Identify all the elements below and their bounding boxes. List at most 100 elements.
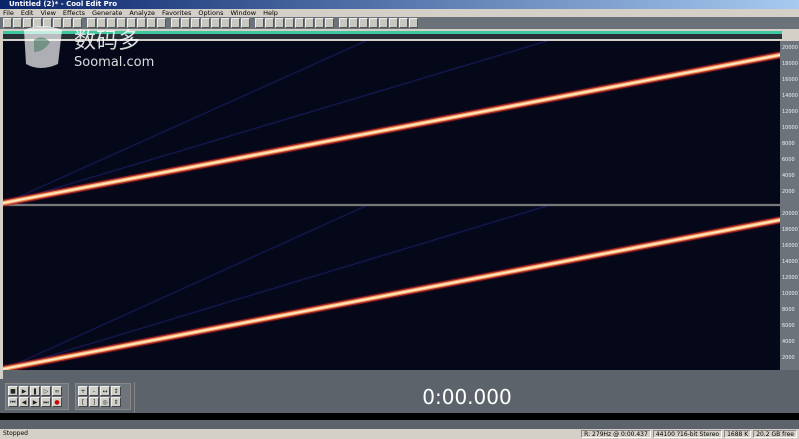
freq-tick: 14000 <box>782 93 798 99</box>
menu-options[interactable]: Options <box>198 9 224 17</box>
toolbar-button[interactable] <box>359 18 368 28</box>
toolbar-button[interactable] <box>285 18 294 28</box>
frequency-ruler: 20000 18000 16000 14000 12000 10000 8000 6000 40… <box>780 41 799 370</box>
forward-button[interactable]: ▶ <box>30 397 40 407</box>
menu-generate[interactable]: Generate <box>92 9 123 17</box>
toolbar-button[interactable] <box>241 18 250 28</box>
freq-tick: 16000 <box>782 77 798 83</box>
toolbar-button[interactable] <box>349 18 358 28</box>
toolbar-button[interactable] <box>231 18 240 28</box>
toolbar-button[interactable] <box>107 18 116 28</box>
freq-tick: 10000 <box>782 291 798 297</box>
status-free: 20.2 GB free <box>753 430 797 438</box>
go-start-button[interactable]: ⏮ <box>8 397 18 407</box>
toolbar-button[interactable] <box>137 18 146 28</box>
status-cursor: R: 279Hz @ 0:00.437 <box>581 430 651 438</box>
play-button[interactable]: ▶ <box>19 386 29 396</box>
toolbar-button[interactable] <box>305 18 314 28</box>
menu-edit[interactable]: Edit <box>20 9 34 17</box>
freq-tick: 2000 <box>782 355 795 361</box>
status-format: 44100 ?16-bit Stereo <box>652 430 723 438</box>
toolbar-button[interactable] <box>63 18 72 28</box>
toolbar-button[interactable] <box>399 18 408 28</box>
spectral-view[interactable] <box>3 41 780 370</box>
zoom-right-icon[interactable]: ] <box>89 397 99 407</box>
rewind-button[interactable]: ◀ <box>19 397 29 407</box>
toolbar-button[interactable] <box>325 18 334 28</box>
freq-tick: 20000 <box>782 211 798 217</box>
zoom-left-icon[interactable]: [ <box>78 397 88 407</box>
toolbar-button[interactable] <box>265 18 274 28</box>
freq-tick: 8000 <box>782 141 795 147</box>
zoom-controls: + - ↔ ↕ [ ] ◎ ⇕ <box>75 383 131 410</box>
menu-window[interactable]: Window <box>230 9 257 17</box>
zoom-full-icon[interactable]: ↔ <box>100 386 110 396</box>
status-size: 1688 K <box>724 430 752 438</box>
zoom-out-icon[interactable]: - <box>89 386 99 396</box>
freq-tick: 10000 <box>782 125 798 131</box>
zoom-in-icon[interactable]: + <box>78 386 88 396</box>
toolbar-button[interactable] <box>315 18 324 28</box>
toolbar-button[interactable] <box>221 18 230 28</box>
status-panels: R: 279Hz @ 0:00.437 44100 ?16-bit Stereo… <box>581 430 797 438</box>
toolbar-button[interactable] <box>97 18 106 28</box>
freq-tick: 16000 <box>782 243 798 249</box>
freq-tick: 6000 <box>782 323 795 329</box>
freq-tick: 2000 <box>782 189 795 195</box>
menu-effects[interactable]: Effects <box>62 9 86 17</box>
title-bar: Untitled (2)* - Cool Edit Pro <box>0 0 799 9</box>
toolbar-button[interactable] <box>87 18 96 28</box>
toolbar-button[interactable] <box>13 18 22 28</box>
toolbar-button[interactable] <box>73 18 82 28</box>
toolbar-button[interactable] <box>191 18 200 28</box>
toolbar-button[interactable] <box>23 18 32 28</box>
menu-bar: File Edit View Effects Generate Analyze Favori… <box>0 9 799 17</box>
freq-tick: 20000 <box>782 45 798 51</box>
freq-tick: 14000 <box>782 259 798 265</box>
toolbar-button[interactable] <box>157 18 166 28</box>
status-state: Stopped <box>3 430 28 437</box>
toolbar-button[interactable] <box>201 18 210 28</box>
toolbar-button[interactable] <box>147 18 156 28</box>
go-end-button[interactable]: ⏭ <box>41 397 51 407</box>
freq-tick: 18000 <box>782 227 798 233</box>
menu-view[interactable]: View <box>40 9 56 17</box>
overview-bar[interactable] <box>3 31 782 39</box>
toolbar-button[interactable] <box>255 18 264 28</box>
pause-button[interactable]: ❚ <box>30 386 40 396</box>
toolbar-button[interactable] <box>127 18 136 28</box>
freq-tick: 4000 <box>782 339 795 345</box>
freq-tick: 8000 <box>782 307 795 313</box>
freq-tick: 12000 <box>782 109 798 115</box>
menu-analyze[interactable]: Analyze <box>129 9 155 17</box>
toolbar-button[interactable] <box>379 18 388 28</box>
toolbar-button[interactable] <box>117 18 126 28</box>
zoom-vertical-icon[interactable]: ↕ <box>111 386 121 396</box>
soomal-watermark-logo: 数码多 Soomal.com <box>24 26 154 70</box>
toolbar-button[interactable] <box>171 18 180 28</box>
play-to-end-button[interactable]: ▷ <box>41 386 51 396</box>
toolbar-button[interactable] <box>3 18 12 28</box>
freq-tick: 12000 <box>782 275 798 281</box>
menu-help[interactable]: Help <box>263 9 278 17</box>
toolbar <box>0 17 799 29</box>
toolbar-button[interactable] <box>211 18 220 28</box>
loop-button[interactable]: ∞ <box>52 386 62 396</box>
toolbar-button[interactable] <box>369 18 378 28</box>
menu-favorites[interactable]: Favorites <box>162 9 192 17</box>
zoom-out-vertical-icon[interactable]: ⇕ <box>111 397 121 407</box>
toolbar-button[interactable] <box>339 18 348 28</box>
stop-button[interactable]: ■ <box>8 386 18 396</box>
toolbar-button[interactable] <box>295 18 304 28</box>
toolbar-button[interactable] <box>409 18 418 28</box>
toolbar-button[interactable] <box>181 18 190 28</box>
toolbar-button[interactable] <box>275 18 284 28</box>
menu-file[interactable]: File <box>3 9 14 17</box>
freq-tick: 18000 <box>782 61 798 67</box>
freq-tick: 4000 <box>782 173 795 179</box>
record-button[interactable]: ● <box>52 397 62 407</box>
horizontal-scrollbar[interactable] <box>0 413 799 420</box>
zoom-selection-icon[interactable]: ◎ <box>100 397 110 407</box>
toolbar-button[interactable] <box>389 18 398 28</box>
toolbar-button[interactable] <box>53 18 62 28</box>
